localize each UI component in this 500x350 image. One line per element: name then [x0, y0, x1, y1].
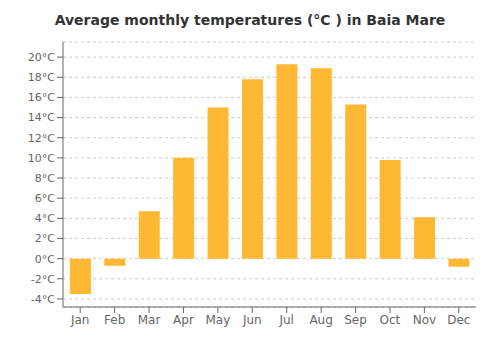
svg-text:20°C: 20°C	[28, 51, 55, 64]
svg-text:May: May	[205, 313, 230, 327]
svg-text:Feb: Feb	[104, 313, 125, 327]
svg-text:0°C: 0°C	[35, 253, 55, 266]
svg-text:-2°C: -2°C	[31, 273, 55, 286]
svg-text:Aug: Aug	[309, 313, 332, 327]
svg-text:Apr: Apr	[173, 313, 194, 327]
svg-text:Oct: Oct	[380, 313, 401, 327]
svg-text:Jan: Jan	[70, 313, 90, 327]
svg-text:Mar: Mar	[138, 313, 161, 327]
svg-text:Nov: Nov	[413, 313, 436, 327]
svg-text:-4°C: -4°C	[31, 293, 55, 306]
svg-text:12°C: 12°C	[28, 132, 55, 145]
svg-text:Dec: Dec	[447, 313, 470, 327]
svg-text:10°C: 10°C	[28, 152, 55, 165]
svg-text:8°C: 8°C	[35, 172, 55, 185]
svg-text:Sep: Sep	[344, 313, 367, 327]
html-text:Average monthly temperatures (: Average monthly temperatures (°C ) in Ba…	[54, 12, 446, 28]
svg-text:16°C: 16°C	[28, 91, 55, 104]
svg-text:Jun: Jun	[242, 313, 262, 327]
svg-text:18°C: 18°C	[28, 71, 55, 84]
svg-text:2°C: 2°C	[35, 232, 55, 245]
svg-text:14°C: 14°C	[28, 111, 55, 124]
svg-text:6°C: 6°C	[35, 192, 55, 205]
svg-text:4°C: 4°C	[35, 212, 55, 225]
svg-text:Jul: Jul	[278, 313, 293, 327]
